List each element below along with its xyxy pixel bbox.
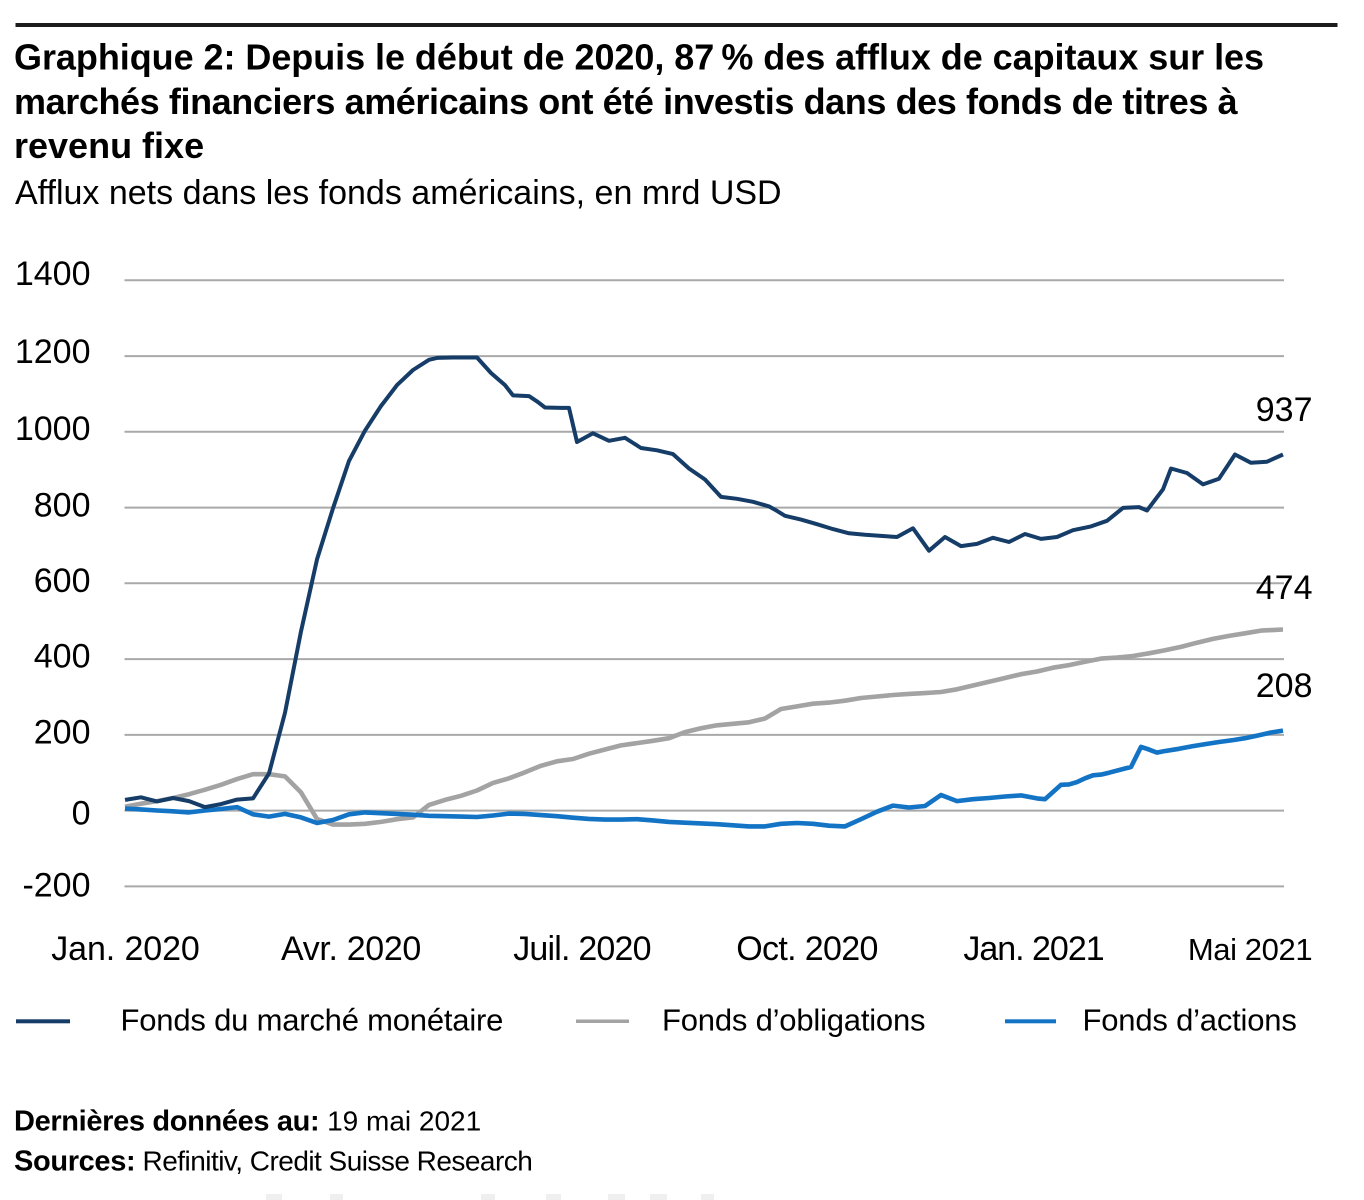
svg-text:Afflux nets dans les fonds amé: Afflux nets dans les fonds américains, e… xyxy=(15,174,782,212)
svg-text:Avr. 2020: Avr. 2020 xyxy=(281,930,421,968)
svg-text:Juil. 2020: Juil. 2020 xyxy=(513,930,651,968)
svg-text:937: 937 xyxy=(1256,391,1313,429)
svg-text:Oct. 2020: Oct. 2020 xyxy=(736,930,878,968)
svg-text:Sources: Refinitiv, Credit Sui: Sources: Refinitiv, Credit Suisse Resear… xyxy=(14,1145,532,1177)
svg-text:208: 208 xyxy=(1256,667,1313,705)
svg-text:-200: -200 xyxy=(22,866,90,904)
svg-text:revenu fixe: revenu fixe xyxy=(14,125,204,166)
svg-text:1000: 1000 xyxy=(15,410,91,448)
svg-text:Jan. 2021: Jan. 2021 xyxy=(963,930,1103,968)
svg-text:0: 0 xyxy=(72,795,91,833)
svg-text:Jan. 2020: Jan. 2020 xyxy=(51,930,199,968)
svg-text:marchés financiers américains: marchés financiers américains ont été in… xyxy=(14,81,1239,122)
svg-text:200: 200 xyxy=(34,713,91,751)
svg-text:400: 400 xyxy=(34,638,91,676)
svg-text:800: 800 xyxy=(34,487,91,525)
svg-text:Dernières données au: 19 mai 2: Dernières données au: 19 mai 2021 xyxy=(14,1106,481,1138)
svg-text:1200: 1200 xyxy=(15,333,91,371)
svg-text:Fonds d’actions: Fonds d’actions xyxy=(1083,1003,1297,1038)
svg-text:474: 474 xyxy=(1256,569,1313,607)
svg-text:Fonds d’obligations: Fonds d’obligations xyxy=(662,1003,925,1038)
svg-text:1400: 1400 xyxy=(15,255,91,293)
svg-text:Fonds du marché monétaire: Fonds du marché monétaire xyxy=(121,1003,504,1038)
svg-text:Mai 2021: Mai 2021 xyxy=(1188,932,1312,967)
svg-text:600: 600 xyxy=(34,562,91,600)
svg-text:Graphique 2: Depuis le début d: Graphique 2: Depuis le début de 2020, 87… xyxy=(14,37,1264,78)
